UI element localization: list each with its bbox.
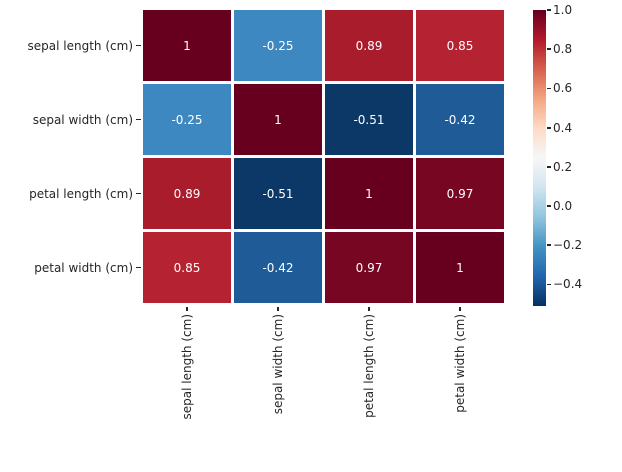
heatmap-cell: 1 bbox=[143, 10, 231, 81]
colorbar-tick bbox=[546, 165, 551, 168]
heatmap-cell: 0.97 bbox=[325, 232, 413, 303]
x-tick-label: petal length (cm) bbox=[362, 314, 376, 418]
y-tick bbox=[136, 192, 141, 195]
x-tick-label: petal width (cm) bbox=[453, 314, 467, 413]
heatmap-cell: -0.25 bbox=[143, 84, 231, 155]
y-tick bbox=[136, 44, 141, 47]
y-tick-label: petal length (cm) bbox=[29, 186, 133, 201]
heatmap-cell: 0.89 bbox=[143, 158, 231, 229]
x-tick-label: sepal width (cm) bbox=[271, 314, 285, 415]
heatmap-cell: 0.97 bbox=[416, 158, 504, 229]
colorbar-tick bbox=[546, 48, 551, 51]
heatmap-cell: 0.85 bbox=[143, 232, 231, 303]
x-tick bbox=[186, 306, 188, 311]
colorbar-tick bbox=[546, 126, 551, 129]
colorbar-tick-label: −0.2 bbox=[553, 238, 583, 253]
x-tick bbox=[459, 306, 461, 311]
x-tick bbox=[277, 306, 279, 311]
heatmap-cell: -0.51 bbox=[234, 158, 322, 229]
colorbar-tick-label: 0.2 bbox=[553, 159, 573, 174]
heatmap-cell: 1 bbox=[234, 84, 322, 155]
heatmap-cell: -0.25 bbox=[234, 10, 322, 81]
y-tick-label: petal width (cm) bbox=[34, 260, 133, 275]
colorbar-tick-label: 1.0 bbox=[553, 3, 573, 17]
y-tick-label: sepal length (cm) bbox=[27, 38, 133, 53]
heatmap-cell: -0.51 bbox=[325, 84, 413, 155]
heatmap-cell: 0.89 bbox=[325, 10, 413, 81]
colorbar-tick-label: 0.8 bbox=[553, 42, 573, 57]
heatmap-cell: 0.85 bbox=[416, 10, 504, 81]
colorbar-tick bbox=[546, 283, 551, 286]
heatmap-cell: 1 bbox=[325, 158, 413, 229]
heatmap-cell: -0.42 bbox=[416, 84, 504, 155]
heatmap-cell: 1 bbox=[416, 232, 504, 303]
heatmap-grid: 1 -0.25 0.89 0.85 -0.25 1 -0.51 -0.42 0.89 -0.51 1… bbox=[143, 10, 504, 303]
y-tick bbox=[136, 118, 141, 121]
colorbar-tick-label: 0.6 bbox=[553, 81, 573, 96]
colorbar-tick-label: 0.4 bbox=[553, 120, 573, 135]
colorbar-tick bbox=[546, 205, 551, 207]
colorbar-tick bbox=[546, 87, 551, 90]
heatmap-cell: -0.42 bbox=[234, 232, 322, 303]
colorbar-tick bbox=[546, 244, 551, 247]
y-tick bbox=[136, 266, 141, 269]
colorbar bbox=[533, 10, 546, 306]
x-tick-label: sepal length (cm) bbox=[180, 314, 194, 420]
y-tick-label: sepal width (cm) bbox=[32, 112, 133, 127]
colorbar-tick-label: 0.0 bbox=[553, 199, 573, 214]
colorbar-tick-label: −0.4 bbox=[553, 277, 583, 292]
x-tick bbox=[368, 306, 370, 311]
colorbar-tick bbox=[546, 9, 551, 11]
